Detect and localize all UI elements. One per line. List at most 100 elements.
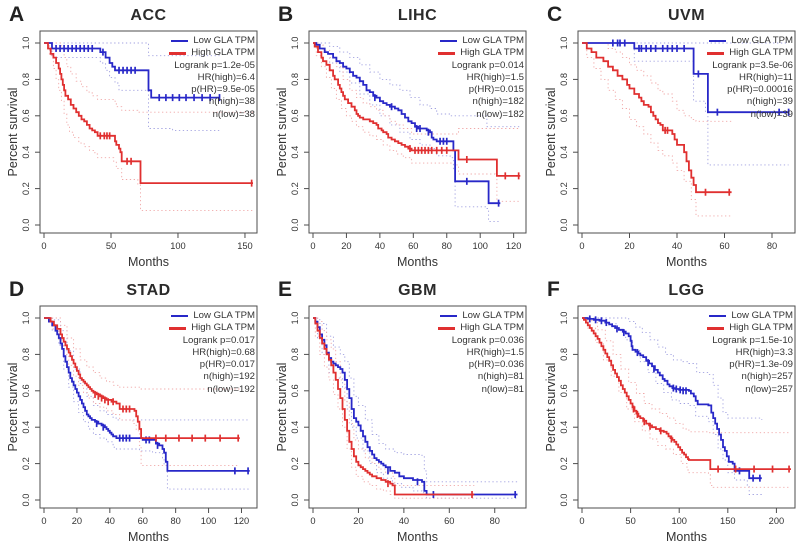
stat-logrank: Logrank p=0.014 (451, 59, 524, 71)
km-plot-lihc: 0.0 0.2 0.4 0.6 0.8 1.0 0 20 40 60 80 100 120 (290, 30, 527, 251)
y-tick-label: 0.8 (290, 73, 300, 86)
high-line-swatch (707, 52, 725, 55)
panel-title: LGG (668, 282, 705, 299)
km-plot-uvm: 0.0 0.2 0.4 0.6 0.8 1.0 0 20 40 60 80 (559, 30, 796, 251)
y-tick-label: 0.8 (21, 348, 31, 361)
confidence-bands (44, 317, 250, 490)
legend-label-low: Low GLA TPM (462, 310, 524, 321)
km-plot-acc: 0.0 0.2 0.4 0.6 0.8 1.0 0 50 100 150 (21, 30, 258, 251)
y-tick-label: 0.2 (559, 457, 569, 470)
legend-row-high: High GLA TPM (169, 322, 255, 334)
legend-label-high: High GLA TPM (729, 47, 793, 59)
x-tick-label: 0 (41, 241, 46, 251)
x-tick-label: 20 (353, 516, 363, 526)
legend: Low GLA TPM High GLA TPM Logrank p=0.014… (438, 35, 524, 121)
high-line-swatch (169, 52, 187, 55)
y-tick-label: 1.0 (559, 37, 569, 50)
y-axis-label: Percent survival (275, 362, 289, 452)
y-tick-label: 1.0 (559, 312, 569, 325)
x-tick-label: 120 (234, 516, 250, 526)
stat-nhigh: n(high)=38 (208, 96, 255, 108)
y-tick-label: 0.6 (290, 109, 300, 122)
legend-label-high: High GLA TPM (460, 47, 524, 59)
survival-panel-uvm: 0.0 0.2 0.4 0.6 0.8 1.0 0 20 40 60 80 C UVM Percen… (538, 0, 807, 275)
stat-phr: p(HR)=1.3e-09 (729, 359, 793, 371)
low-line-swatch (440, 40, 458, 43)
stat-logrank: Logrank p=0.017 (182, 334, 255, 346)
x-tick-label: 20 (72, 516, 82, 526)
y-tick-label: 0.4 (21, 146, 31, 159)
survival-panel-lihc: 0.0 0.2 0.4 0.6 0.8 1.0 0 20 40 60 80 100 120 B LIHC… (269, 0, 538, 275)
x-axis-label: Months (666, 530, 707, 544)
legend-row-low: Low GLA TPM (707, 35, 793, 47)
survival-panel-lgg: 0.0 0.2 0.4 0.6 0.8 1.0 0 50 100 150 200 F LGG Per… (538, 275, 807, 549)
x-tick-label: 100 (671, 516, 687, 526)
y-tick-label: 0.4 (559, 421, 569, 434)
legend-row-high: High GLA TPM (438, 322, 524, 334)
y-tick-label: 0.8 (559, 348, 569, 361)
low-line-swatch (709, 315, 727, 318)
legend-label-high: High GLA TPM (191, 47, 255, 59)
stat-hr: HR(high)=1.5 (466, 71, 524, 83)
stat-hr: HR(high)=6.4 (197, 71, 255, 83)
y-tick-label: 0.2 (559, 182, 569, 195)
stat-hr: HR(high)=11 (739, 71, 793, 83)
km-plot-gbm: 0.0 0.2 0.4 0.6 0.8 1.0 0 20 40 60 80 (290, 305, 527, 526)
y-tick-label: 1.0 (21, 312, 31, 325)
panel-letter: B (278, 3, 294, 26)
legend-row-low: Low GLA TPM (169, 310, 255, 322)
km-curve-low (582, 315, 762, 482)
low-line-swatch (171, 40, 189, 43)
y-tick-label: 0.2 (290, 182, 300, 195)
y-axis-label: Percent survival (6, 362, 20, 452)
high-line-swatch (438, 52, 456, 55)
legend-label-low: Low GLA TPM (731, 310, 793, 321)
axes: 0.0 0.2 0.4 0.6 0.8 1.0 0 20 40 60 80 (559, 30, 796, 251)
stat-phr: p(HR)=0.036 (468, 359, 524, 371)
stat-hr: HR(high)=1.5 (466, 346, 524, 358)
x-tick-label: 100 (472, 241, 488, 251)
y-tick-label: 0.4 (290, 146, 300, 159)
x-tick-label: 100 (201, 516, 217, 526)
x-tick-label: 20 (341, 241, 351, 251)
confidence-bands (44, 42, 253, 211)
stat-hr: HR(high)=3.3 (735, 346, 793, 358)
y-tick-label: 0.0 (21, 219, 31, 232)
high-line-swatch (707, 327, 725, 330)
y-tick-label: 0.0 (290, 219, 300, 232)
x-tick-label: 200 (769, 516, 785, 526)
legend: Low GLA TPM High GLA TPM Logrank p=0.017… (169, 310, 255, 396)
x-tick-label: 80 (442, 241, 452, 251)
axes: 0.0 0.2 0.4 0.6 0.8 1.0 0 20 40 60 80 (290, 305, 527, 526)
km-curve-high (44, 317, 240, 442)
panel-title: LIHC (397, 7, 438, 24)
y-tick-label: 0.2 (21, 182, 31, 195)
y-tick-label: 0.0 (559, 219, 569, 232)
y-tick-label: 0.8 (21, 73, 31, 86)
y-tick-label: 0.8 (290, 348, 300, 361)
x-tick-label: 80 (170, 516, 180, 526)
x-tick-label: 20 (624, 241, 634, 251)
y-axis-label: Percent survival (275, 87, 289, 177)
low-line-swatch (171, 315, 189, 318)
km-curve-high (44, 42, 253, 187)
panel-title: UVM (667, 7, 706, 24)
panel-letter: A (9, 3, 25, 26)
x-tick-label: 60 (444, 516, 454, 526)
x-axis-label: Months (128, 255, 169, 269)
x-tick-label: 40 (375, 241, 385, 251)
x-tick-label: 40 (105, 516, 115, 526)
legend-row-low: Low GLA TPM (438, 310, 524, 322)
x-tick-label: 50 (625, 516, 635, 526)
x-axis-label: Months (666, 255, 707, 269)
y-tick-label: 0.4 (21, 421, 31, 434)
high-line-swatch (169, 327, 187, 330)
stat-nlow: n(low)=39 (750, 108, 793, 120)
x-tick-label: 60 (719, 241, 729, 251)
legend: Low GLA TPM High GLA TPM Logrank p=1.5e-… (707, 310, 793, 396)
y-axis-label: Percent survival (544, 362, 558, 452)
panel-letter: E (278, 278, 293, 301)
x-tick-label: 150 (237, 241, 253, 251)
km-curve-low (44, 42, 221, 102)
